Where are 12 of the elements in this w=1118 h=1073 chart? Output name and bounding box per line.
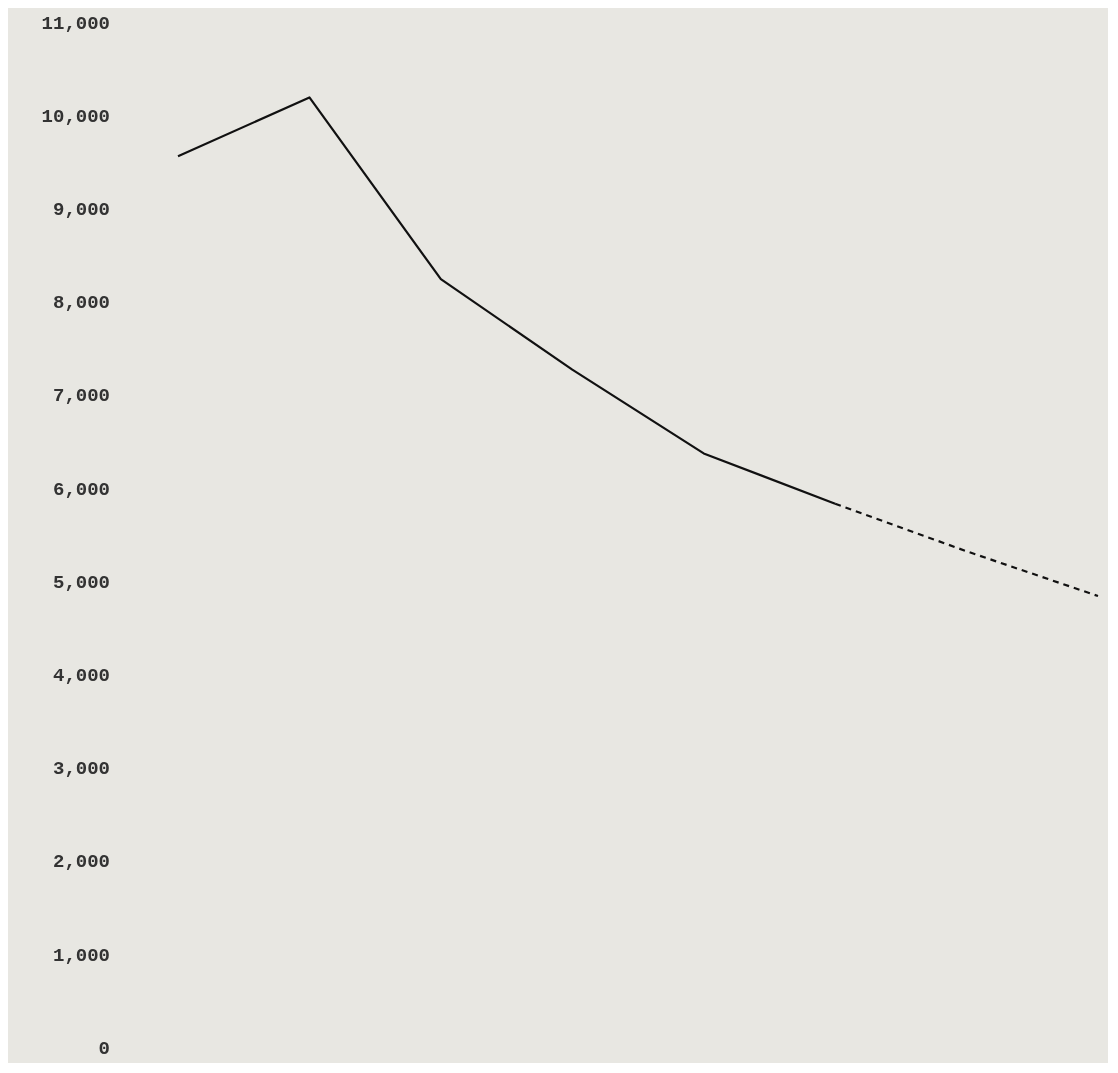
y-tick-label: 2,000 (52, 851, 110, 874)
y-tick-label: 6,000 (52, 478, 110, 501)
y-tick-label: 9,000 (52, 199, 110, 222)
y-tick-label: 7,000 (52, 385, 110, 408)
y-tick-label: 5,000 (52, 571, 110, 594)
y-tick-label: 11,000 (41, 12, 110, 35)
y-tick-label: 0 (98, 1037, 110, 1060)
y-tick-label: 10,000 (41, 105, 110, 128)
y-tick-label: 4,000 (52, 665, 110, 688)
y-tick-label: 8,000 (52, 292, 110, 315)
y-tick-label: 3,000 (52, 758, 110, 781)
y-tick-label: 1,000 (52, 944, 110, 967)
